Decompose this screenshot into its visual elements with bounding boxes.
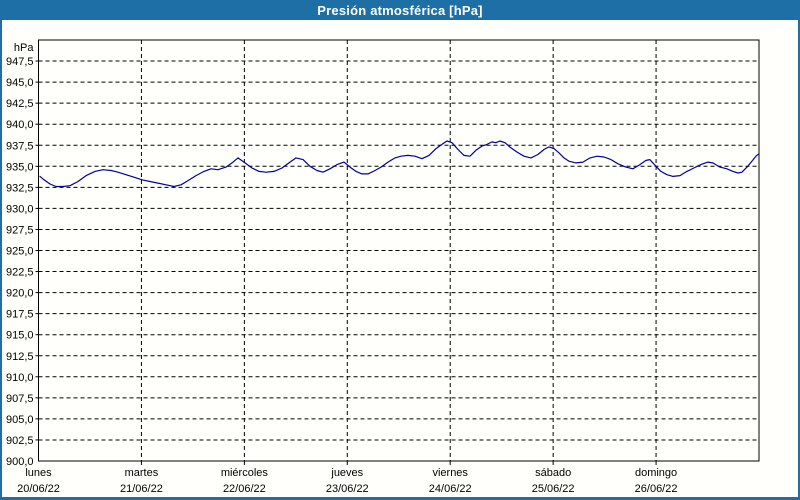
plot-frame [38, 39, 760, 462]
y-axis-label: 925,0 [6, 246, 34, 258]
x-axis-date-label: 20/06/22 [17, 483, 60, 495]
y-axis-label: 937,5 [6, 140, 34, 152]
y-axis-label: 940,0 [6, 119, 34, 131]
x-axis-weekday-label: sábado [535, 467, 571, 479]
y-axis-label: 905,0 [6, 414, 34, 426]
y-axis-label: 902,5 [6, 435, 34, 447]
y-axis-label: 935,0 [6, 161, 34, 173]
x-axis-weekday-label: viernes [432, 467, 468, 479]
title-bar: Presión atmosférica [hPa] [0, 0, 800, 20]
pressure-line [39, 140, 760, 188]
x-axis-weekday-label: lunes [25, 467, 52, 479]
x-axis-date-label: 23/06/22 [326, 483, 369, 495]
x-axis-date-label: 22/06/22 [223, 483, 266, 495]
y-axis-label: 900,0 [6, 456, 34, 468]
y-axis-label: 912,5 [6, 351, 34, 363]
y-axis-label: 927,5 [6, 224, 34, 236]
x-axis-date-label: 26/06/22 [635, 483, 678, 495]
y-axis-label: 942,5 [6, 98, 34, 110]
y-axis-label: 910,0 [6, 372, 34, 384]
x-axis-date-label: 25/06/22 [532, 483, 575, 495]
y-axis-label: 920,0 [6, 288, 34, 300]
x-axis-weekday-label: miércoles [221, 467, 269, 479]
y-axis-label: 922,5 [6, 267, 34, 279]
x-axis-weekday-label: domingo [635, 467, 677, 479]
x-axis-weekday-label: jueves [330, 467, 363, 479]
y-axis-label: 945,0 [6, 77, 34, 89]
x-axis-weekday-label: martes [125, 467, 159, 479]
y-axis-label: 947,5 [6, 56, 34, 68]
y-axis-unit-label: hPa [14, 42, 34, 54]
pressure-chart: 947,5 945,0 942,5 940,0 937,5 935,0 932,5 930,0… [6, 39, 760, 495]
y-axis-label: 917,5 [6, 309, 34, 321]
chart-area: 947,5 945,0 942,5 940,0 937,5 935,0 932,5 930,0… [2, 20, 798, 497]
x-axis-date-label: 24/06/22 [429, 483, 472, 495]
y-axis-label: 907,5 [6, 393, 34, 405]
y-axis-label: 930,0 [6, 203, 34, 215]
y-axis-label: 915,0 [6, 330, 34, 342]
y-axis-label: 932,5 [6, 182, 34, 194]
x-axis-date-label: 21/06/22 [120, 483, 163, 495]
chart-title: Presión atmosférica [hPa] [317, 2, 483, 18]
